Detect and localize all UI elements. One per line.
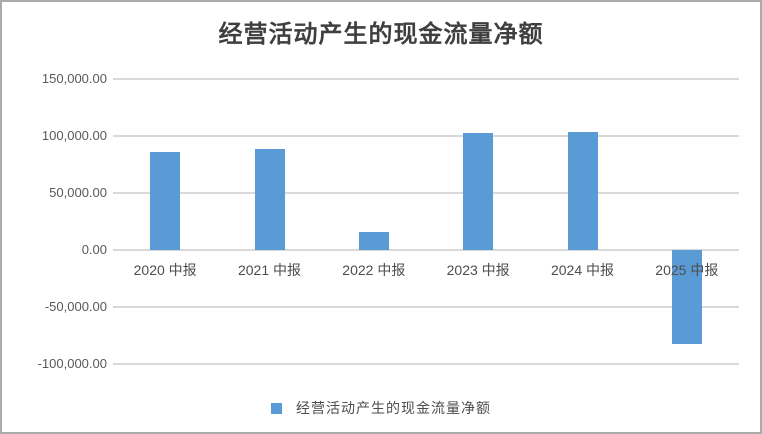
y-axis-tick-label: 0.00	[81, 242, 107, 257]
gridline	[113, 78, 739, 80]
x-axis-label-2022-中报: 2022 中报	[342, 262, 406, 278]
x-axis-label-2021-中报: 2021 中报	[237, 262, 302, 278]
y-axis-tick-label: 100,000.00	[41, 128, 107, 143]
gridline	[113, 363, 739, 365]
chart-title: 经营活动产生的现金流量净额	[218, 22, 544, 48]
legend-label: 经营活动产生的现金流量净额	[296, 400, 491, 416]
x-axis-label-2023-中报: 2023 中报	[446, 262, 510, 278]
bar-2022-中报[interactable]	[358, 232, 389, 250]
x-axis-label-2020-中报: 2020 中报	[133, 262, 197, 278]
gridline	[113, 306, 739, 308]
y-axis-tick-label: 150,000.00	[41, 71, 107, 86]
y-axis-tick-label: -50,000.00	[44, 299, 107, 314]
y-axis-tick-label: 50,000.00	[49, 185, 107, 200]
bar-2025-中报[interactable]	[671, 250, 702, 344]
legend[interactable]: 经营活动产生的现金流量净额	[2, 398, 760, 418]
gridline	[113, 249, 739, 251]
x-axis-label-2025-中报: 2025 中报	[655, 262, 719, 278]
bar-2020-中报[interactable]	[150, 151, 181, 250]
gridline	[113, 135, 739, 137]
x-axis-label-2024-中报: 2024 中报	[550, 262, 615, 278]
legend-swatch-icon	[271, 402, 282, 414]
y-axis-tick-label: -100,000.00	[37, 356, 107, 371]
bar-2024-中报[interactable]	[567, 131, 598, 250]
bar-2023-中报[interactable]	[463, 132, 494, 250]
bar-2021-中报[interactable]	[254, 149, 285, 250]
gridline	[113, 192, 739, 194]
